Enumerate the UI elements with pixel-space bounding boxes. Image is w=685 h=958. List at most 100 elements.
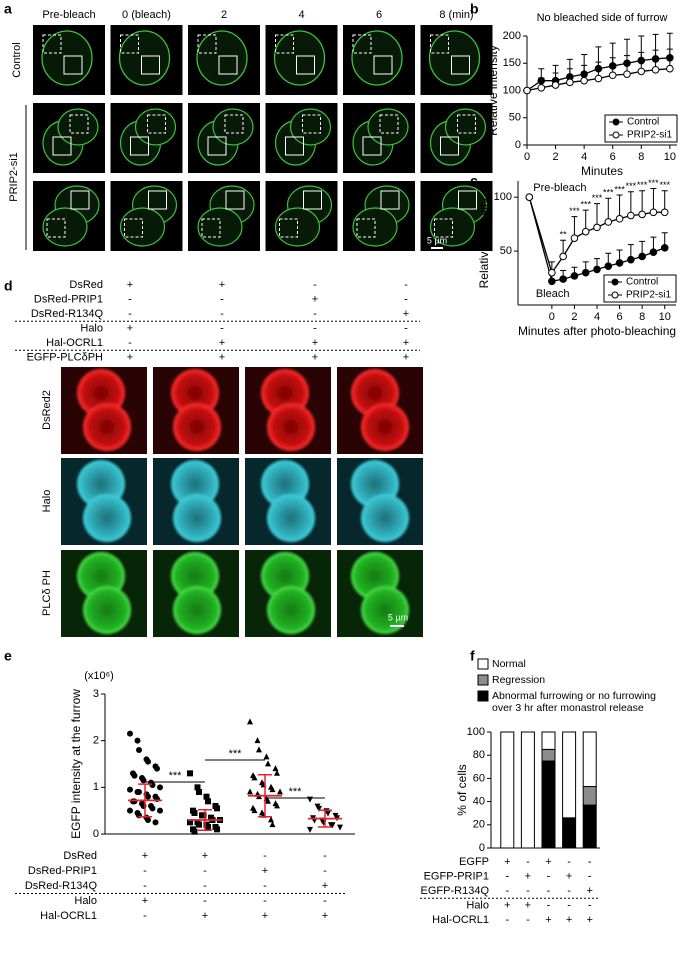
data-point [581,227,590,236]
data-point [593,265,601,274]
bleach-roi [69,114,89,134]
x-tick-label: 4 [594,311,600,323]
sd-bar [198,808,212,832]
data-point [316,805,322,812]
legend-label: PRIP2-si1 [627,130,672,141]
cell [173,494,221,542]
bar-segment [582,786,597,806]
condition-sign: - [526,914,530,926]
micrograph [33,181,105,251]
data-point [525,193,534,201]
panel-label: b [470,1,479,17]
condition-sign: + [545,914,551,926]
row-label: PRIP2-si1 [8,152,20,202]
y-tick-label: 1 [93,781,99,793]
bar-segment [541,748,556,762]
error-bar [627,191,634,216]
legend-label: Abnormal furrowing or no furrowing over … [492,690,656,714]
y-tick-label: 0 [479,842,485,854]
condition-sign: + [545,856,551,868]
data-point [191,828,198,835]
data-point [580,76,588,85]
error-bar [639,190,646,215]
condition-sign: - [505,885,509,897]
bleach-roi [373,55,393,75]
condition-sign: - [567,856,571,868]
data-point [337,824,343,831]
data-point [551,81,560,89]
condition-sign: - [404,293,408,305]
data-point [136,747,142,753]
condition-sign: + [525,899,531,911]
legend-swatch [477,674,489,686]
bleach-roi [302,114,321,134]
bar-segment [582,804,597,849]
condition-sign: - [505,870,509,882]
data-point [145,793,151,800]
condition-sign: - [313,279,317,291]
micrograph [110,181,183,251]
data-point [131,798,138,805]
bar-segment [541,731,556,750]
x-tick-label: 0 [549,311,555,323]
data-point [604,218,613,226]
condition-sign: + [586,914,592,926]
cell [196,30,248,86]
cell [173,586,221,634]
data-point [581,268,590,277]
data-point [269,786,276,793]
data-point [205,798,211,805]
chart-title: No bleached side of furrow [537,12,668,24]
condition-label: Halo [466,899,489,911]
significance-label: ** [560,230,568,240]
cell [83,403,131,451]
bleach-roi [303,190,322,210]
significance-label: *** [603,188,614,198]
error-bar [605,197,612,222]
condition-sign: - [547,885,551,897]
condition-sign: + [322,880,328,892]
data-point [145,758,151,765]
x-tick-label: 10 [664,151,676,163]
condition-sign: + [403,337,409,349]
micrograph [343,103,415,173]
data-point [608,71,617,80]
micrograph [265,25,338,95]
condition-sign: - [526,856,530,868]
micrograph [33,103,105,173]
bleach-roi [207,136,227,156]
scale-bar-label: 5 µm [427,235,447,245]
condition-sign: - [220,293,224,305]
y-tick-label: 200 [503,30,521,42]
micrograph [61,550,147,637]
bleach-roi [296,55,315,75]
condition-sign: + [219,337,225,349]
condition-sign: + [312,351,318,363]
y-tick-label: 2 [93,735,99,747]
condition-sign: - [547,899,551,911]
bleach-roi [197,34,217,54]
data-point [269,821,276,828]
condition-sign: + [322,910,328,922]
data-point [615,214,624,223]
data-point [651,65,660,74]
condition-label: Halo [80,322,103,334]
condition-label: DsRed [63,850,97,862]
cell [57,108,99,146]
bleach-roi [42,34,62,54]
micrograph [33,25,105,95]
x-tick-label: 10 [659,311,671,323]
cell [428,30,481,86]
condition-sign: + [262,910,268,922]
cell [361,494,409,542]
legend-marker [612,118,620,126]
legend-label: PRIP2-si1 [626,290,671,301]
y-tick-label: 3 [93,688,99,700]
bleach-roi [52,136,72,156]
data-point [651,55,660,63]
data-point [131,772,138,779]
condition-label: Hal-OCRL1 [46,337,103,349]
micrograph [343,25,415,95]
condition-sign: + [566,870,572,882]
